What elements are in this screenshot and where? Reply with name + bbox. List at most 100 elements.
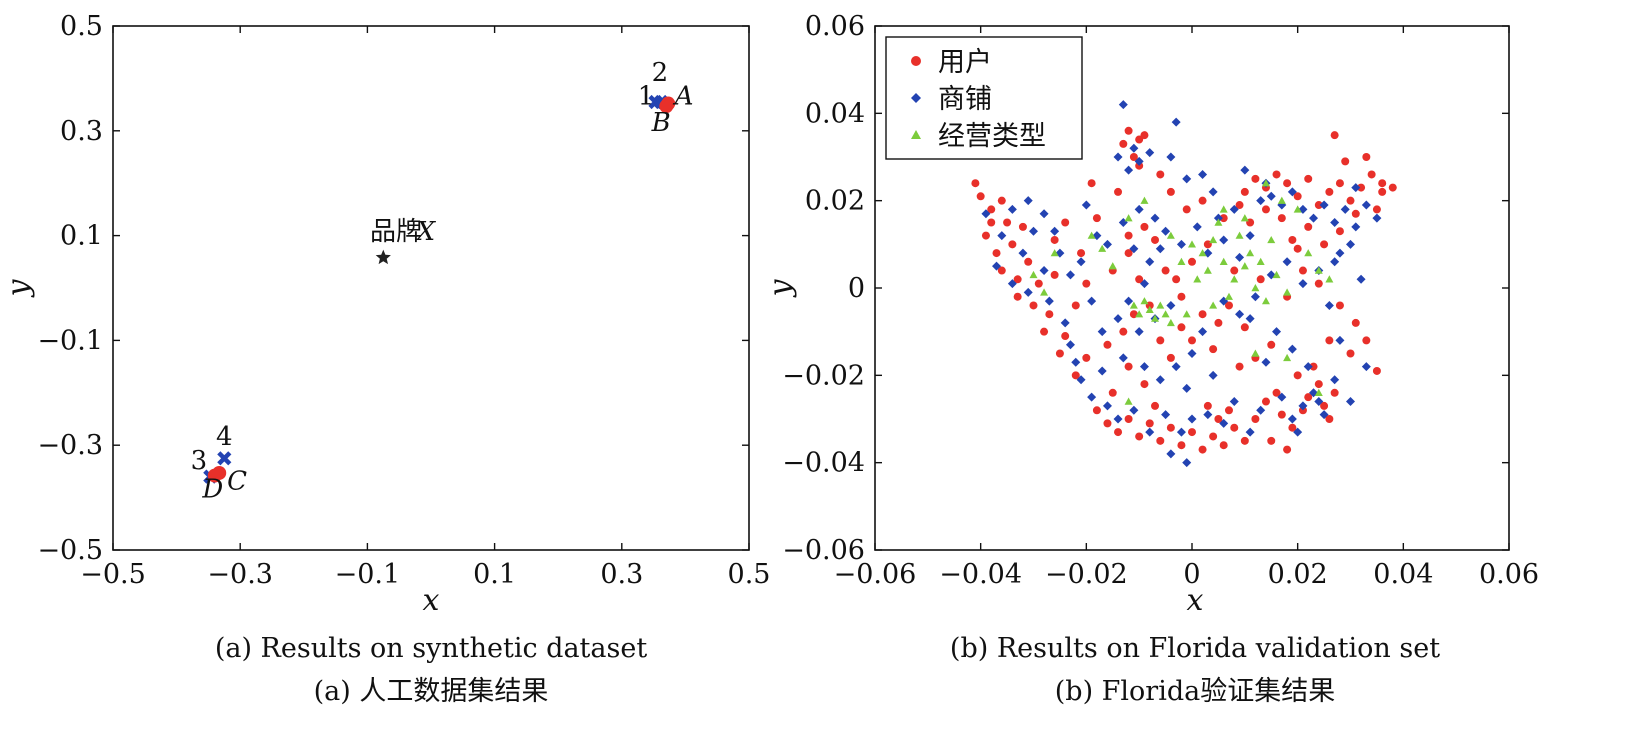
type-point (1087, 231, 1096, 239)
user-point (1145, 419, 1154, 428)
shop-point (1314, 397, 1324, 407)
user-point (1124, 362, 1133, 371)
left-caption-en: (a) Results on synthetic dataset (215, 633, 648, 664)
shop-point (1235, 309, 1245, 319)
user-point (1351, 318, 1360, 327)
user-point (1272, 170, 1281, 179)
type-point (1166, 318, 1175, 327)
user-point (1335, 179, 1344, 188)
shop-point (1198, 169, 1208, 179)
shop-point (1134, 204, 1144, 214)
right-scatter-chart: −0.06 −0.04 −0.02 0 0.02 0.04 0.06 −0.06 −0.04 −0… (763, 11, 1539, 618)
y-tick-label: −0.06 (782, 535, 865, 566)
shop-point (1176, 239, 1186, 249)
user-point (1166, 423, 1175, 432)
user-point (1372, 205, 1381, 214)
shop-point (1124, 296, 1134, 306)
point-annotation: B (651, 108, 671, 138)
shop-point (1113, 414, 1123, 424)
user-point (1103, 340, 1112, 349)
user-point (981, 231, 990, 240)
plot-frame (112, 25, 750, 551)
x-tick-label: 0.04 (1373, 559, 1433, 590)
shop-point (1155, 244, 1165, 254)
y-tick-label: −0.1 (37, 325, 103, 356)
shop-point (1346, 239, 1355, 249)
type-point (1198, 249, 1207, 257)
user-point (1235, 362, 1244, 371)
type-point (1251, 349, 1260, 357)
user-point (1230, 423, 1239, 432)
type-point (1256, 257, 1265, 265)
shop-point (1229, 397, 1239, 407)
shop-point (1187, 349, 1197, 358)
user-point (1304, 393, 1313, 402)
type-point (1177, 257, 1186, 265)
user-point (1161, 266, 1170, 275)
shop-point (1176, 427, 1186, 437)
y-tick-label: 0.04 (805, 98, 865, 129)
user-point (1209, 345, 1218, 354)
type-point (1124, 397, 1133, 405)
type-point (1209, 301, 1218, 309)
user-point (1198, 445, 1207, 454)
user-point (1367, 170, 1376, 179)
shop-point (1303, 362, 1313, 372)
type-point (1240, 214, 1249, 222)
type-point (1193, 275, 1202, 283)
type-point (1219, 205, 1228, 213)
type-point (1040, 288, 1049, 296)
shop-point (1235, 252, 1245, 262)
shop-point (1182, 383, 1192, 393)
type-point (1219, 257, 1228, 265)
user-point (1261, 397, 1270, 406)
user-point (1224, 406, 1233, 415)
shop-point (1324, 300, 1334, 310)
y-axis-label: y (763, 278, 798, 298)
shop-point (1124, 165, 1134, 175)
point-annotation: 3 (191, 446, 208, 476)
y-tick-label: −0.04 (782, 448, 865, 479)
shop-point (1039, 209, 1049, 219)
shop-point (1208, 187, 1218, 197)
user-point (1119, 327, 1128, 336)
shop-point (1118, 353, 1128, 363)
x-tick-label: 0.06 (1479, 559, 1539, 590)
user-point (1156, 336, 1165, 345)
shop-point (1076, 257, 1086, 267)
shop-point (1340, 204, 1350, 214)
shop-point (1102, 239, 1112, 249)
user-point (1267, 340, 1276, 349)
user-point (1346, 349, 1355, 358)
user-point (1341, 157, 1350, 166)
user-point (1129, 153, 1138, 161)
user-point (1061, 332, 1070, 341)
shop-point (1145, 427, 1155, 437)
y-tick-label: 0.02 (805, 186, 865, 217)
type-point (1050, 249, 1059, 257)
user-point (1304, 222, 1313, 231)
shop-point (1134, 327, 1144, 337)
x-tick-label: −0.5 (80, 559, 146, 590)
point-annotation: C (227, 467, 247, 497)
user-point (1357, 183, 1366, 192)
user-point (1140, 131, 1149, 140)
shop-point (1309, 213, 1319, 223)
type-point (1224, 292, 1233, 300)
y-axis-label: y (1, 278, 36, 298)
shop-point (1198, 327, 1208, 337)
shop-point (1087, 392, 1097, 402)
user-point (1103, 419, 1112, 428)
point-annotation: D (201, 475, 223, 505)
shop-point (1287, 187, 1297, 197)
user-point (1140, 380, 1149, 389)
shop-point (1245, 314, 1255, 324)
type-point (1098, 244, 1107, 252)
type-point (1135, 310, 1144, 318)
y-tick-label: 0.3 (60, 116, 103, 147)
user-point (1298, 266, 1307, 275)
shop-point (1330, 257, 1340, 267)
type-point (1272, 270, 1281, 279)
y-tick-label: 0.06 (805, 11, 865, 42)
